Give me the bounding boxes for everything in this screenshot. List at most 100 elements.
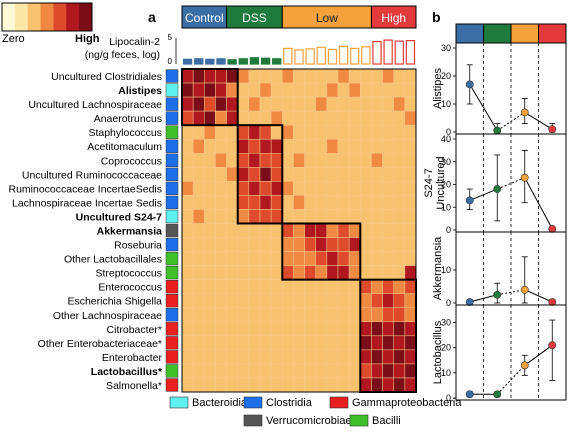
heatmap-cell	[371, 153, 383, 168]
lipocalin-bar	[227, 59, 237, 65]
heatmap-cell	[181, 307, 194, 323]
heatmap-cell	[404, 307, 417, 323]
y-tick-label: 20	[441, 343, 451, 353]
panel-b-header-control	[455, 23, 484, 44]
heatmap-cell	[226, 68, 238, 84]
heatmap-cell	[326, 237, 339, 252]
heatmap-cell	[259, 265, 272, 280]
heatmap-cell	[404, 349, 417, 365]
heatmap-cell	[382, 363, 394, 379]
heatmap-cell	[404, 96, 417, 112]
heatmap-cell	[348, 349, 361, 365]
heatmap-cell	[360, 223, 372, 238]
heatmap-cell	[204, 223, 216, 238]
heatmap-cell	[259, 167, 272, 182]
heatmap-cell	[337, 237, 350, 252]
y-tick-label: 30	[441, 43, 451, 53]
heatmap-cell	[192, 321, 205, 337]
heatmap-cell	[226, 167, 238, 182]
heatmap-cell	[315, 293, 328, 308]
heatmap-cell	[270, 82, 283, 98]
heatmap-cell	[192, 363, 205, 379]
heatmap-cell	[270, 335, 283, 351]
heatmap-cell	[215, 223, 227, 238]
data-point	[548, 125, 557, 134]
row-label: Lactobacillus*	[91, 366, 163, 378]
heatmap-cell	[248, 181, 261, 196]
panel-b-line-charts: 0 10 20 30 Alistipes 0 10 20 30 40 S24-7 Uncultured…	[423, 23, 567, 403]
heatmap-cell	[282, 349, 294, 365]
panel-b-header-high	[538, 23, 567, 44]
heatmap-cell	[215, 82, 227, 98]
heatmap-cell	[192, 96, 205, 112]
heatmap-cell	[181, 265, 194, 280]
heatmap-cell	[215, 138, 227, 154]
lipocalin-bar	[405, 39, 416, 65]
heatmap-cell	[304, 124, 316, 140]
heatmap-cell	[304, 82, 316, 98]
heatmap-cell	[181, 321, 194, 337]
panel-b-header-low	[510, 23, 539, 44]
heatmap-cell	[315, 96, 328, 112]
heatmap-cell	[270, 307, 283, 323]
heatmap-cell	[293, 153, 305, 168]
heatmap-cell	[404, 209, 417, 224]
heatmap-cell	[215, 195, 227, 210]
cluster-block	[281, 222, 362, 281]
heatmap-cell	[326, 96, 339, 112]
heatmap-cell	[215, 167, 227, 182]
heatmap-cell	[192, 335, 205, 351]
heatmap-cell	[248, 110, 261, 126]
heatmap-cell	[304, 307, 316, 323]
heatmap-cell	[293, 195, 305, 210]
heatmap-cell	[248, 279, 261, 294]
heatmap-cell	[282, 237, 294, 252]
heatmap-cell	[248, 237, 261, 252]
heatmap-cell	[226, 307, 238, 323]
heatmap-cell	[192, 377, 205, 393]
heatmap-cell	[204, 363, 216, 379]
class-cell	[165, 97, 179, 111]
heatmap-cell	[215, 265, 227, 280]
heatmap-cell	[237, 237, 250, 252]
heatmap-cell	[348, 251, 361, 266]
heatmap-cell	[337, 321, 350, 337]
lipocalin-bar	[182, 58, 193, 65]
lipocalin-bar	[260, 57, 271, 65]
heatmap-cell	[282, 195, 294, 210]
lipocalin-bar	[372, 41, 382, 65]
heatmap-cell	[404, 321, 417, 337]
heatmap-cell	[181, 68, 194, 84]
row-label: Uncultured Clostridiales	[51, 71, 162, 83]
heatmap-cell	[192, 167, 205, 182]
row-label: Other Lachnospiraceae	[53, 310, 162, 322]
heatmap-cell	[326, 321, 339, 337]
heatmap-cell	[282, 138, 294, 154]
heatmap	[181, 68, 417, 393]
heatmap-cell	[326, 279, 339, 294]
lipocalin-bar	[327, 48, 338, 65]
heatmap-cell	[393, 195, 406, 210]
data-point	[493, 185, 502, 193]
heatmap-cell	[371, 124, 383, 140]
heatmap-cell	[382, 124, 394, 140]
heatmap-cell	[237, 321, 250, 337]
class-cell	[165, 69, 179, 83]
heatmap-cell	[259, 307, 272, 323]
heatmap-cell	[293, 377, 305, 393]
heatmap-cell	[393, 321, 406, 337]
heatmap-cell	[293, 82, 305, 98]
heatmap-cell	[326, 223, 339, 238]
row-label: Anaerotruncus	[94, 113, 162, 125]
heatmap-cell	[315, 237, 328, 252]
taxa-legend: Bacteroidia Clostridia Gammaproteobacteria…	[169, 396, 462, 427]
heatmap-cell	[393, 377, 406, 393]
heatmap-cell	[270, 68, 283, 84]
panel-b-header-dss	[483, 23, 512, 44]
heatmap-cell	[215, 349, 227, 365]
heatmap-cell	[248, 138, 261, 154]
heatmap-cell	[404, 293, 417, 308]
class-cell	[165, 308, 179, 322]
heatmap-cell	[181, 335, 194, 351]
heatmap-cell	[293, 321, 305, 337]
